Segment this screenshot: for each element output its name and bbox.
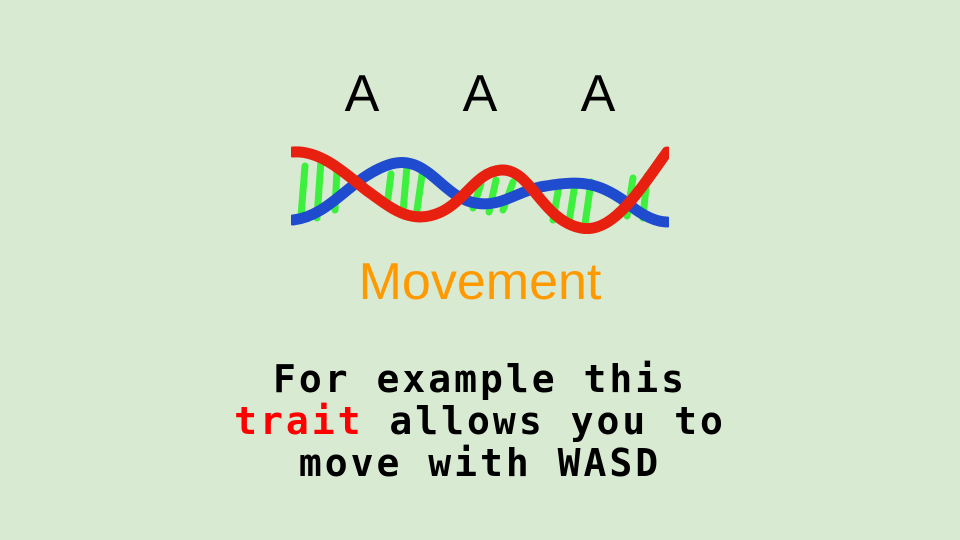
trait-keyword: trait (234, 399, 364, 443)
trait-name: Movement (358, 253, 602, 311)
dna-red-strand (291, 146, 669, 234)
description-line-2-rest: allows you to (363, 399, 726, 443)
trait-description: For example this trait allows you to mov… (0, 358, 960, 484)
description-line-3: move with WASD (298, 441, 662, 485)
allele-letter-3: A (580, 65, 616, 123)
description-line-1: For example this (272, 357, 688, 401)
description-line-2: trait allows you to (0, 400, 960, 442)
allele-letter-2: A (462, 65, 498, 123)
allele-letter-1: A (344, 65, 380, 123)
dna-double-helix-icon (291, 146, 669, 234)
